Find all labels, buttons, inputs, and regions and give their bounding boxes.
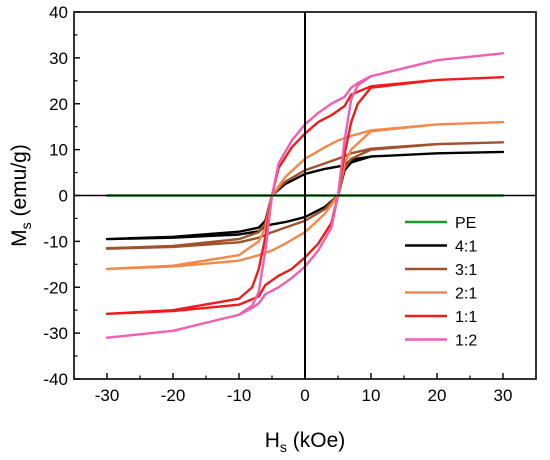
y-tick-label: -20	[43, 278, 68, 297]
x-tick-label: 20	[428, 386, 447, 405]
legend-label: 4:1	[455, 239, 477, 256]
legend-label: 2:1	[455, 286, 477, 303]
y-tick-label: 30	[49, 49, 68, 68]
legend-label: 1:1	[455, 309, 477, 326]
x-tick-label: -30	[95, 386, 120, 405]
legend: PE 4:1 3:1 2:1 1:1 1:2	[405, 215, 477, 350]
y-tick-label: 20	[49, 95, 68, 114]
legend-label: 1:2	[455, 333, 477, 350]
x-tick-label: 10	[362, 386, 381, 405]
series-line-3-1	[105, 141, 505, 250]
y-axis-title: Ms (emu/g)	[8, 144, 34, 247]
series-curves	[105, 52, 505, 339]
y-tick-label: -10	[43, 232, 68, 251]
legend-label: 3:1	[455, 262, 477, 279]
series-line-1-2	[105, 52, 505, 339]
x-tick-label: 0	[300, 386, 309, 405]
x-axis-title: Hs (kOe)	[265, 429, 346, 455]
y-tick-label: 10	[49, 141, 68, 160]
x-tick-label: -20	[161, 386, 186, 405]
legend-label: PE	[455, 215, 476, 232]
y-tick-label: 40	[49, 3, 68, 22]
x-tick-label: 30	[494, 386, 513, 405]
axes: -30 -20 -10 0 10 20 30 -40 -30 -20 -10 0 10 20 30 40 Hs …	[8, 3, 537, 455]
y-tick-label: -30	[43, 324, 68, 343]
x-tick-label: -10	[227, 386, 252, 405]
series-line-2-1	[105, 120, 505, 271]
zero-lines	[74, 12, 536, 379]
y-tick-label: 0	[59, 187, 68, 206]
y-tick-label: -40	[43, 370, 68, 389]
